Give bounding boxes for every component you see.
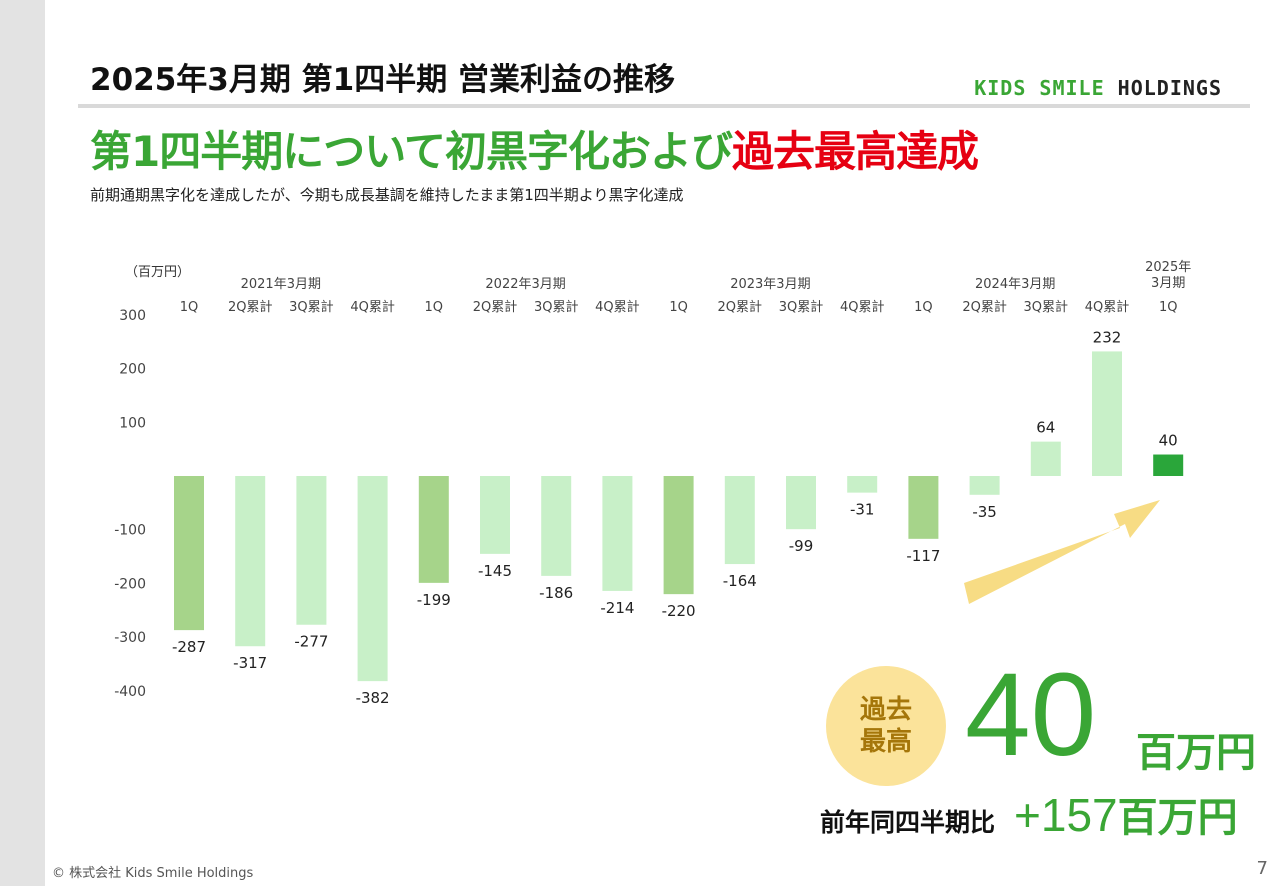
y-axis-unit: （百万円） xyxy=(125,265,190,280)
category-label: 4Q累計 xyxy=(350,299,395,315)
bar xyxy=(663,476,694,595)
brand-logo: KIDS SMILE HOLDINGS xyxy=(974,76,1222,100)
value-label: -186 xyxy=(539,584,573,602)
bar xyxy=(235,476,266,647)
value-label: -277 xyxy=(294,633,328,651)
header-divider xyxy=(78,104,1250,108)
bar xyxy=(786,476,816,530)
category-label: 1Q xyxy=(425,300,444,315)
y-tick-label: 100 xyxy=(119,415,146,431)
headline: 第1四半期について初黒字化および過去最高達成 xyxy=(90,118,979,179)
value-label: -99 xyxy=(789,537,814,555)
value-label: -287 xyxy=(172,638,206,656)
category-label: 4Q累計 xyxy=(595,299,640,315)
y-tick-label: -100 xyxy=(114,523,146,539)
badge-line2: 最高 xyxy=(859,727,912,757)
bar xyxy=(1153,454,1184,476)
category-label: 2Q累計 xyxy=(228,299,273,315)
bar xyxy=(541,476,572,576)
bar xyxy=(296,476,327,625)
growth-arrow xyxy=(964,500,1160,604)
category-label: 2Q累計 xyxy=(473,299,518,315)
value-label: -35 xyxy=(972,503,997,521)
category-label: 3Q累計 xyxy=(779,299,824,315)
value-label: -164 xyxy=(723,572,757,590)
value-label: -220 xyxy=(662,602,696,620)
bar xyxy=(357,476,388,682)
value-label: -31 xyxy=(850,501,875,519)
category-label: 1Q xyxy=(1159,300,1178,315)
bar xyxy=(969,476,1000,495)
year-group-label: 2023年3月期 xyxy=(730,277,810,292)
brand-logo-holdings: HOLDINGS xyxy=(1117,76,1222,100)
highlight-unit: 百万円 xyxy=(1136,730,1256,776)
record-high-badge: 過去 最高 xyxy=(826,666,946,786)
year-group-label: 2022年3月期 xyxy=(485,277,565,292)
value-label: 232 xyxy=(1093,328,1122,346)
headline-part2: 過去最高達成 xyxy=(731,127,979,176)
category-label: 3Q累計 xyxy=(534,299,579,315)
bar xyxy=(480,476,510,554)
value-label: -382 xyxy=(356,689,390,707)
category-label: 4Q累計 xyxy=(1085,299,1130,315)
category-label: 3Q累計 xyxy=(289,299,334,315)
brand-logo-kids-smile: KIDS SMILE xyxy=(974,76,1105,100)
y-tick-label: -400 xyxy=(114,684,146,700)
yoy-label: 前年同四半期比 xyxy=(820,808,996,837)
value-label: -317 xyxy=(233,654,267,672)
bar xyxy=(1092,351,1122,476)
yoy-number: +157 xyxy=(1014,789,1118,841)
y-tick-label: -300 xyxy=(114,630,146,646)
category-label: 1Q xyxy=(180,300,199,315)
y-tick-label: -200 xyxy=(114,576,146,592)
y-tick-label: 300 xyxy=(119,308,146,324)
yoy-value: +157百万円 xyxy=(1014,785,1238,843)
bar xyxy=(1030,441,1061,476)
category-label: 1Q xyxy=(914,300,933,315)
year-group-label: 3月期 xyxy=(1151,276,1185,291)
bar xyxy=(174,476,204,631)
value-label: -117 xyxy=(906,547,940,565)
bar xyxy=(602,476,633,591)
bar xyxy=(908,476,939,539)
value-label: 40 xyxy=(1159,432,1178,450)
bar xyxy=(847,476,878,493)
value-label: -199 xyxy=(417,591,451,609)
bar xyxy=(418,476,449,583)
badge-line1: 過去 xyxy=(859,695,912,725)
value-label: 64 xyxy=(1036,419,1055,437)
category-label: 2Q累計 xyxy=(962,299,1007,315)
bar xyxy=(724,476,755,565)
subheadline: 前期通期黒字化を達成したが、今期も成長基調を維持したまま第1四半期より黒字化達成 xyxy=(90,186,684,204)
value-label: -145 xyxy=(478,562,512,580)
value-label: -214 xyxy=(600,599,634,617)
year-group-label: 2024年3月期 xyxy=(975,277,1055,292)
category-label: 3Q累計 xyxy=(1024,299,1069,315)
headline-part1: 第1四半期について初黒字化および xyxy=(90,127,733,176)
yoy-unit: 百万円 xyxy=(1117,795,1238,841)
copyright: © 株式会社 Kids Smile Holdings xyxy=(52,866,254,881)
category-label: 4Q累計 xyxy=(840,299,885,315)
slide-sidebar xyxy=(0,0,45,886)
slide-title: 2025年3月期 第1四半期 営業利益の推移 xyxy=(90,62,676,98)
highlight-value: 40 xyxy=(965,649,1097,781)
category-label: 2Q累計 xyxy=(718,299,763,315)
year-group-label: 2025年 xyxy=(1145,260,1191,275)
y-tick-label: 200 xyxy=(119,362,146,378)
page-number: 7 xyxy=(1256,858,1268,879)
year-group-label: 2021年3月期 xyxy=(241,277,321,292)
category-label: 1Q xyxy=(669,300,688,315)
